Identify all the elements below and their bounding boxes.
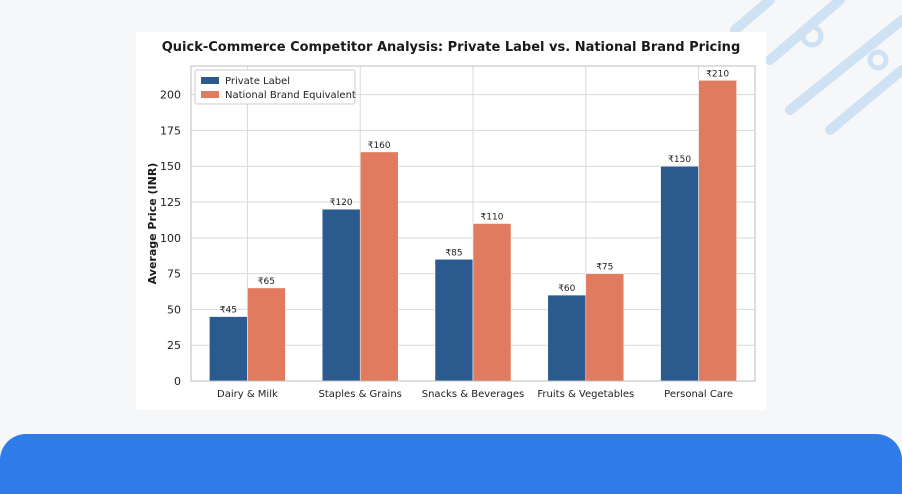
bar-private-label (660, 165, 699, 382)
bar-value-label: ₹210 (706, 69, 729, 79)
bar-national-brand (585, 273, 625, 382)
y-tick-label: 100 (160, 232, 181, 245)
legend-swatch (201, 77, 219, 84)
bottom-banner (0, 434, 902, 494)
legend-swatch (201, 91, 219, 98)
bar-value-label: ₹150 (668, 155, 691, 165)
plot-frame (190, 65, 756, 382)
bar-value-label: ₹120 (330, 198, 353, 208)
y-axis-label: Average Price (INR) (146, 163, 159, 285)
chart-card: Quick-Commerce Competitor Analysis: Priv… (136, 32, 766, 410)
y-tick-label: 50 (167, 303, 181, 316)
y-tick-label: 150 (160, 160, 181, 173)
bar-national-brand (359, 151, 399, 382)
x-tick-label: Personal Care (664, 389, 733, 400)
legend-box (194, 69, 356, 105)
x-tick-label: Staples & Grains (319, 389, 402, 400)
bar-private-label (209, 316, 248, 382)
y-tick-label: 75 (167, 268, 181, 281)
y-tick-label: 175 (160, 124, 181, 137)
x-tick-label: Snacks & Beverages (422, 389, 525, 400)
bar-value-label: ₹65 (258, 277, 275, 287)
bar-national-brand (247, 287, 286, 382)
bar-value-label: ₹160 (368, 141, 391, 151)
y-tick-label: 125 (160, 196, 181, 209)
y-tick-label: 0 (174, 375, 181, 388)
bar-private-label (321, 208, 361, 382)
bar-value-label: ₹60 (558, 284, 575, 294)
bar-private-label (547, 294, 587, 382)
bar-national-brand (698, 80, 737, 382)
bar-value-label: ₹85 (445, 248, 462, 258)
bar-national-brand (472, 223, 512, 382)
legend-label: Private Label (225, 76, 290, 87)
legend-label: National Brand Equivalent (225, 90, 356, 101)
bar-value-label: ₹110 (481, 213, 504, 223)
x-tick-label: Fruits & Vegetables (537, 389, 634, 400)
bar-value-label: ₹75 (596, 263, 613, 273)
y-tick-label: 25 (167, 339, 181, 352)
y-tick-label: 200 (160, 89, 181, 102)
circuit-decoration (730, 0, 902, 135)
x-tick-label: Dairy & Milk (217, 389, 278, 400)
chart-title: Quick-Commerce Competitor Analysis: Priv… (161, 40, 741, 55)
bar-private-label (434, 259, 474, 382)
bar-value-label: ₹45 (220, 306, 237, 316)
bar-chart: 0 25 50 75 100 125 150 175 200 ₹45 ₹120 ₹85 ₹60 ₹150 ₹… (146, 65, 756, 400)
